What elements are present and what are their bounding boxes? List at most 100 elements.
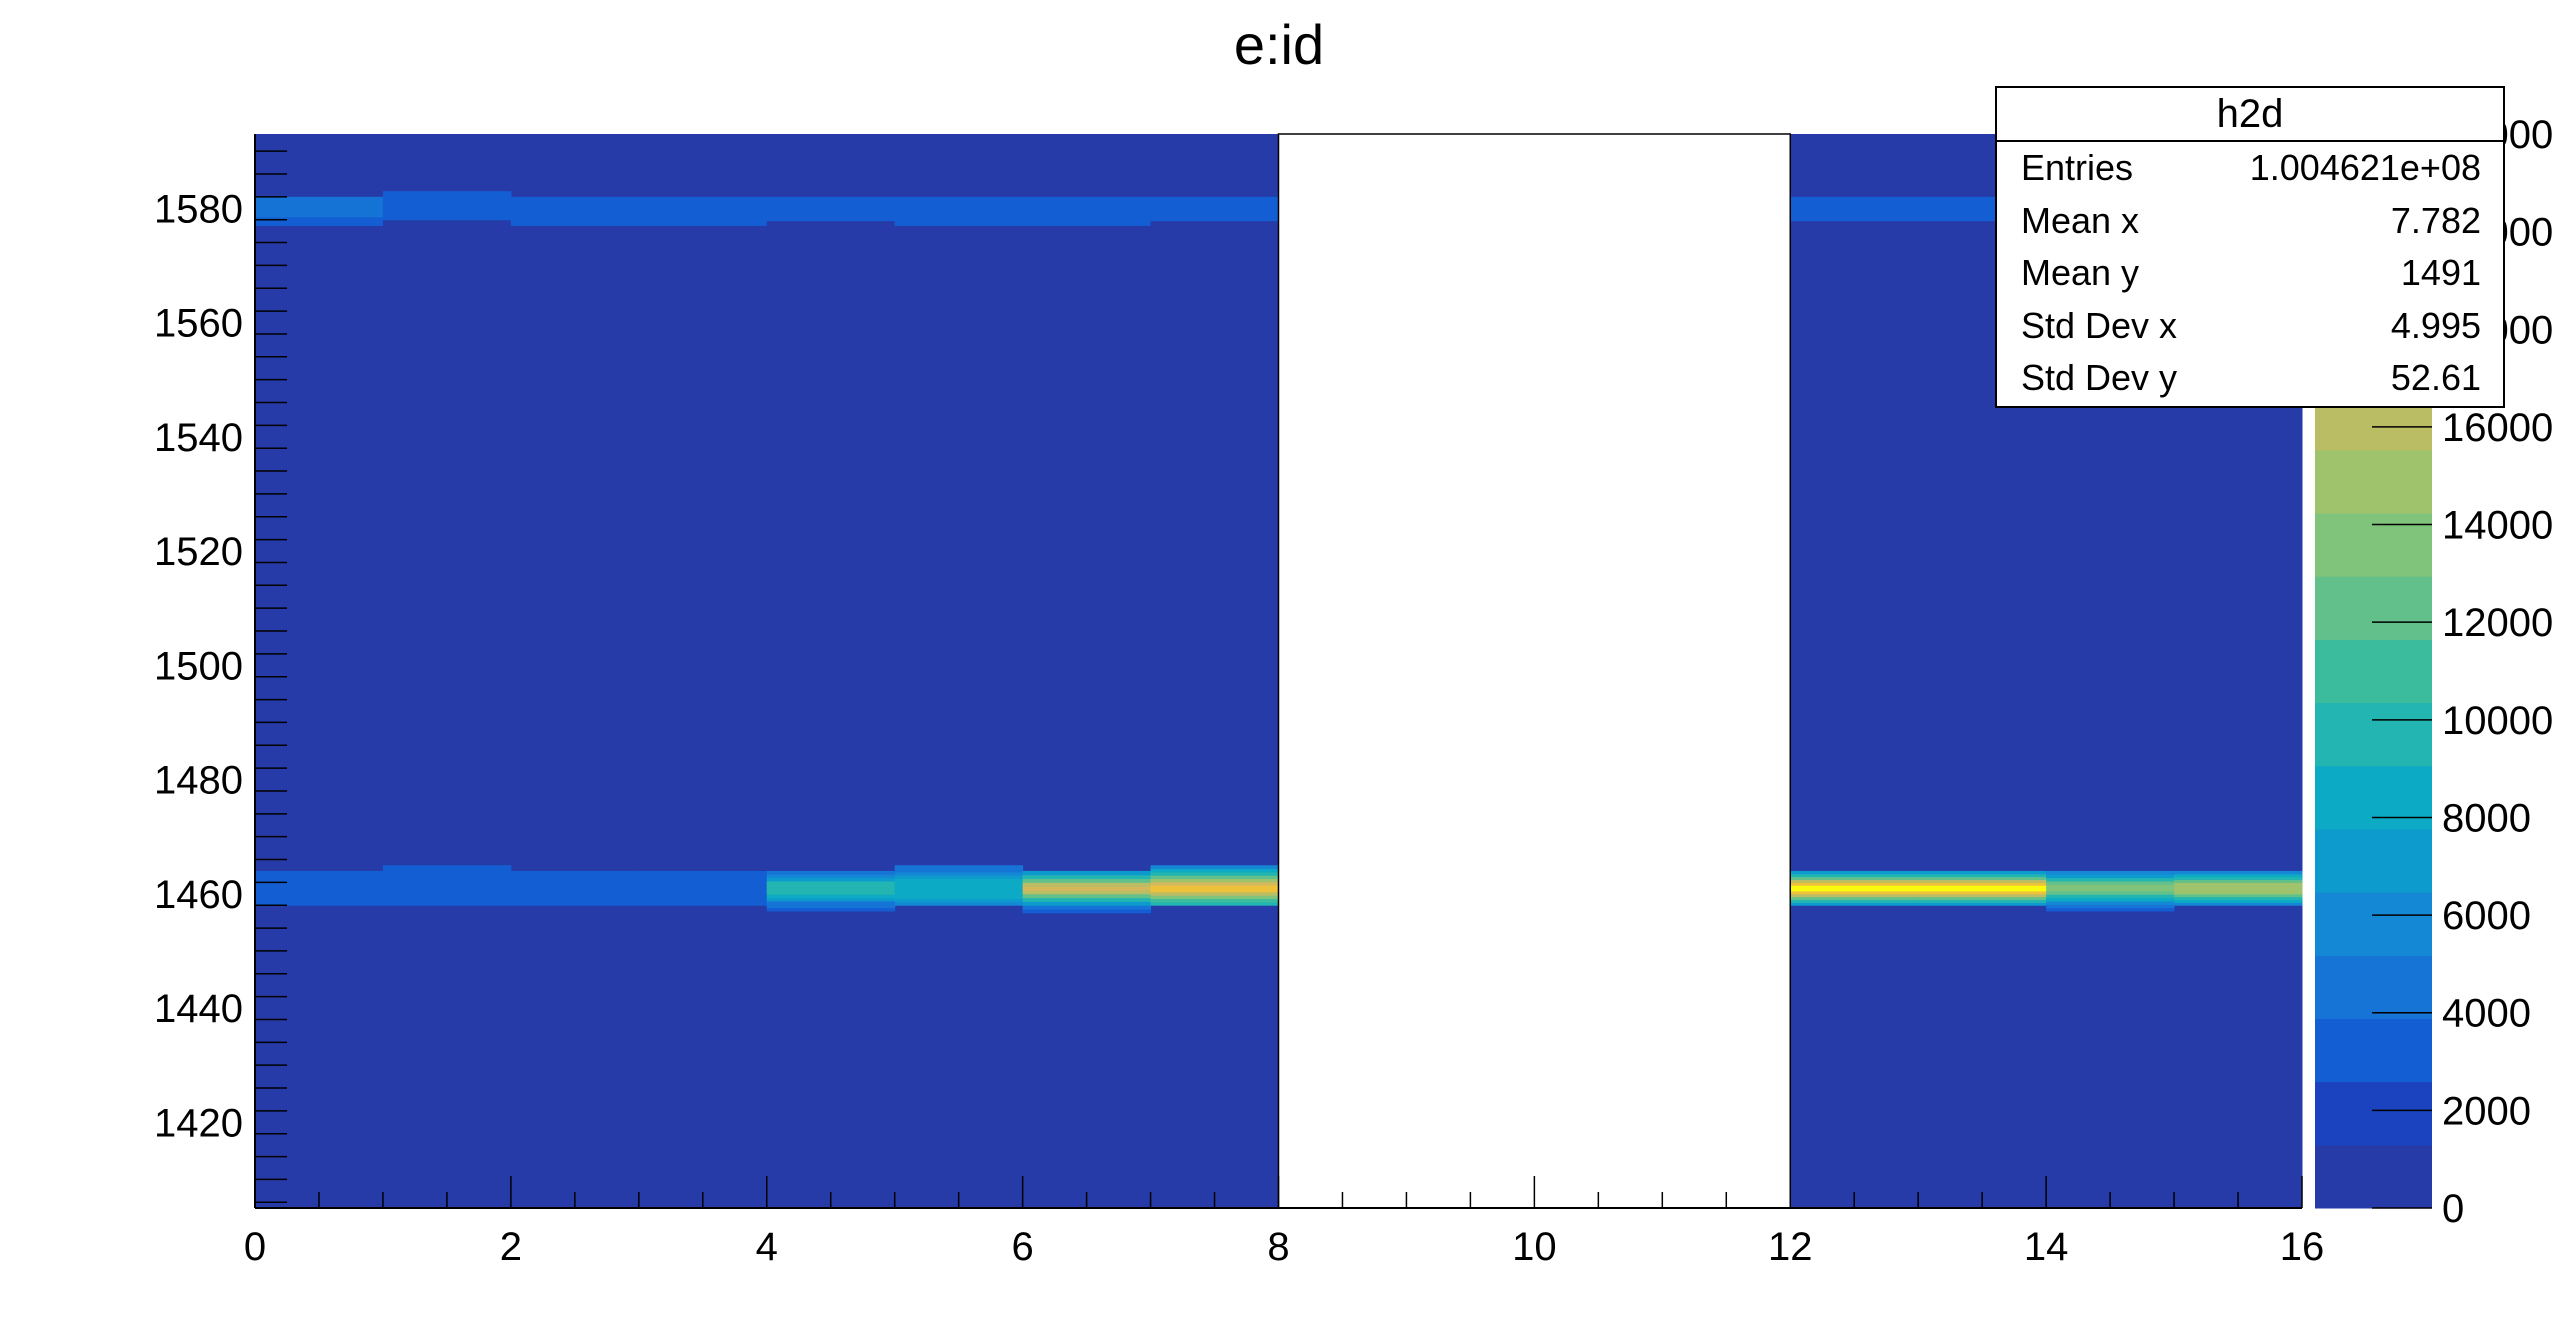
heatmap-cell [1150,888,1279,893]
heatmap-cell [1150,213,1279,217]
heatmap-cell [1918,215,2047,219]
z-tick-label: 16000 [2442,406,2553,450]
heatmap-cell [1790,201,1919,205]
heatmap-cell [638,228,768,232]
heatmap-cell [1918,213,2047,217]
z-tick-label: 2000 [2442,1089,2531,1133]
heatmap-cell [1918,893,2047,898]
heatmap-cell [2046,870,2175,875]
heatmap-background-bin [1790,134,1919,1208]
heatmap-cell [894,213,1024,218]
heatmap-cell [1918,220,2047,224]
heatmap-cell [1790,213,1919,217]
heatmap-cell [1790,208,1919,212]
heatmap-cell [1918,899,2047,903]
heatmap-cell [510,211,640,215]
heatmap-cell [255,205,384,209]
heatmap-cell [766,206,896,210]
heatmap-cell [382,865,512,870]
heatmap-cell [2046,880,2175,885]
stats-box-name: h2d [1997,88,2503,142]
heatmap-cell [382,878,512,883]
heatmap-cell [1790,885,1919,889]
heatmap-cell [1150,868,1279,873]
heatmap-cell [894,881,1024,886]
heatmap-cell [766,874,896,879]
heatmap-cell [255,899,384,903]
heatmap-cell [2046,874,2175,879]
heatmap-cell [510,208,640,212]
stats-value: 7.782 [2390,199,2481,241]
stats-value: 1.004621e+08 [2249,147,2481,188]
heatmap-cell [1022,886,1152,891]
heatmap-cell [1790,215,1919,219]
heatmap-cell [1790,211,1919,215]
heatmap-cell [2174,896,2303,901]
heatmap-cell [894,868,1024,873]
heatmap-cell [1918,203,2047,207]
heatmap-cell [1790,218,1919,222]
heatmap-cell [766,890,896,895]
heatmap-cell [1790,893,1919,898]
heatmap-cell [638,882,768,886]
heatmap-cell [894,885,1024,890]
heatmap-cell [1918,199,2047,203]
heatmap-cell [255,879,384,883]
heatmap-cell [766,213,896,217]
heatmap-cell [1918,879,2047,883]
stats-value: 52.61 [2390,357,2481,398]
stats-box: h2d Entries 1.004621e+08 Mean x 7.782 Me… [1995,86,2505,408]
stats-label: Mean y [2021,252,2140,293]
heatmap-cell [255,222,384,226]
heatmap-cell [894,219,1024,224]
heatmap-cell [638,205,768,209]
stats-row-std-dev-x: Std Dev x 4.995 [1997,300,2503,353]
palette-swatch [2315,449,2432,514]
heatmap-cell [382,901,512,906]
heatmap-cell [255,870,384,875]
palette-swatch [2315,639,2432,704]
heatmap-background-bin [510,134,640,1208]
heatmap-cell [1150,211,1279,215]
heatmap-cell [1790,888,1919,892]
y-tick-label: 1460 [154,873,243,917]
heatmap-cell [510,888,640,892]
heatmap-cell [894,878,1024,883]
heatmap-cell [766,220,896,224]
heatmap-cell [1918,885,2047,889]
heatmap-cell [2174,876,2303,881]
heatmap-cell [638,222,768,226]
heatmap-cell [766,900,896,905]
heatmap-cell [1918,876,2047,881]
heatmap-cell [382,895,512,900]
heatmap-cell [1150,223,1279,226]
y-axis: 1420 1440 1460 1480 1500 1520 1540 1560 1580 [154,150,287,1204]
heatmap-cell [1918,902,2047,906]
x-axis: 0 2 4 6 8 10 12 14 16 [244,1176,2324,1269]
heatmap-cell [766,211,896,215]
heatmap-cell [382,205,512,209]
heatmap-cell [894,211,1024,215]
heatmap-cell [255,888,384,892]
heatmap-cell [255,202,384,206]
heatmap-cell [894,199,1024,204]
palette-swatch [2315,576,2432,640]
heatmap-cell [1918,890,2047,895]
palette-swatch [2315,1081,2432,1146]
y-tick-label: 1500 [154,644,243,688]
heatmap-cell [894,222,1024,226]
heatmap-cell [1022,222,1152,226]
heatmap-cell [382,871,512,876]
heatmap-cell [1918,896,2047,901]
stats-row-entries: Entries 1.004621e+08 [1997,142,2503,195]
heatmap-cell [894,895,1024,900]
heatmap-cell [638,899,768,903]
x-tick-label: 8 [1267,1225,1289,1269]
heatmap-cell [510,213,640,218]
heatmap-cell [1790,882,1919,886]
heatmap-cell [1790,220,1919,224]
heatmap-cell [638,888,768,892]
heatmap-cell [2174,890,2303,895]
heatmap-cell [510,899,640,903]
z-tick-label: 14000 [2442,504,2553,548]
